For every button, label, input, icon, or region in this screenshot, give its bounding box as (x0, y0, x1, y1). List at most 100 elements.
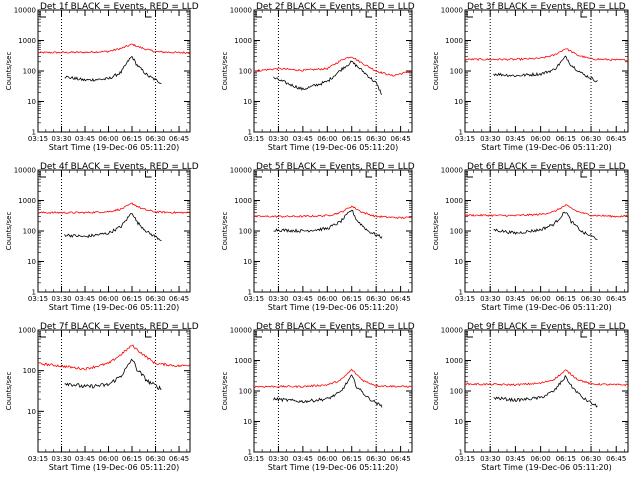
x-tick-label: 06:15 (556, 295, 576, 303)
plot-frame (464, 9, 629, 133)
plot-frame (464, 329, 629, 453)
x-tick-label: 06:45 (391, 135, 411, 143)
y-tick-label: 1 (459, 129, 463, 137)
plot-frame (37, 329, 191, 453)
panel-det-2: Det 2f BLACK = Events, RED = LLD 1 10 100 10… (221, 2, 415, 152)
x-tick-label: 06:30 (581, 135, 601, 143)
y-tick-label: 1 (248, 289, 252, 297)
x-axis-label: Start Time (19-Dec-06 05:11:20) (481, 463, 612, 472)
y-tick-label: 10 (243, 258, 252, 266)
panel-title: Det 2f BLACK = Events, RED = LLD (256, 2, 415, 12)
x-tick-label: 03:30 (480, 455, 500, 463)
corner-mark (580, 171, 588, 178)
x-tick-label: 03:45 (293, 295, 313, 303)
x-tick-label: 03:45 (75, 455, 95, 463)
y-tick-label: 1000 (18, 327, 36, 335)
y-tick-label: 10 (454, 98, 463, 106)
y-tick-label: 10 (27, 258, 36, 266)
plot-frame (37, 9, 191, 133)
y-axis-label: Counts/sec (221, 372, 229, 411)
lld-rate-trace (37, 43, 190, 55)
corner-mark (255, 11, 262, 18)
y-axis-label: Counts/sec (5, 52, 13, 91)
events-rate-trace (64, 56, 162, 84)
panel-det-1: Det 1f BLACK = Events, RED = LLD 1 10 100 10… (5, 2, 199, 152)
panel-title: Det 4f BLACK = Events, RED = LLD (40, 162, 199, 172)
x-tick-label: 06:00 (531, 295, 551, 303)
x-tick-label: 06:00 (531, 455, 551, 463)
x-tick-label: 06:15 (556, 135, 576, 143)
x-tick-label: 06:15 (122, 455, 142, 463)
x-tick-label: 03:45 (75, 135, 95, 143)
y-tick-label: 10 (243, 98, 252, 106)
corner-mark (365, 171, 373, 178)
x-tick-label: 03:30 (480, 295, 500, 303)
x-tick-label: 06:00 (98, 455, 118, 463)
y-tick-label: 1 (248, 449, 252, 457)
events-rate-trace (493, 374, 598, 408)
y-tick-label: 1 (32, 129, 36, 137)
y-tick-label: 10 (27, 408, 36, 416)
x-tick-label: 06:15 (342, 135, 362, 143)
panel-det-8: Det 8f BLACK = Events, RED = LLD 1 10 100 10… (221, 322, 415, 472)
lld-rate-trace (37, 202, 190, 215)
x-tick-label: 06:45 (169, 135, 189, 143)
x-tick-label: 06:30 (145, 295, 165, 303)
y-axis-label: Counts/sec (5, 372, 13, 411)
x-tick-label: 06:30 (581, 455, 601, 463)
y-tick-label: 1 (32, 289, 36, 297)
lld-rate-trace (253, 205, 412, 220)
y-tick-label: 100 (23, 68, 36, 76)
y-tick-label: 100 (239, 388, 252, 396)
x-tick-label: 06:15 (122, 135, 142, 143)
x-tick-label: 06:45 (391, 295, 411, 303)
x-tick-label: 06:00 (317, 135, 337, 143)
x-axis-label: Start Time (19-Dec-06 05:11:20) (481, 143, 612, 152)
lld-rate-trace (464, 369, 628, 387)
corner-mark (365, 331, 373, 338)
corner-mark (255, 331, 262, 338)
panel-title: Det 8f BLACK = Events, RED = LLD (256, 322, 415, 332)
lld-rate-trace (37, 344, 190, 371)
y-tick-label: 10000 (441, 167, 463, 175)
corner-mark (580, 11, 588, 18)
corner-mark (466, 331, 473, 338)
corner-mark (365, 11, 373, 18)
x-axis-label: Start Time (19-Dec-06 05:11:20) (268, 143, 399, 152)
lld-rate-trace (253, 56, 412, 77)
y-tick-label: 100 (23, 228, 36, 236)
x-tick-label: 03:30 (268, 295, 288, 303)
y-tick-label: 10000 (441, 327, 463, 335)
x-axis-label: Start Time (19-Dec-06 05:11:20) (268, 303, 399, 312)
y-axis-label: Counts/sec (5, 212, 13, 251)
x-axis-label: Start Time (19-Dec-06 05:11:20) (481, 303, 612, 312)
y-tick-label: 1000 (234, 197, 252, 205)
corner-mark (145, 11, 152, 18)
x-tick-label: 06:00 (317, 455, 337, 463)
y-tick-label: 10000 (14, 167, 36, 175)
x-tick-label: 06:45 (606, 135, 626, 143)
events-rate-trace (493, 55, 598, 83)
x-tick-label: 03:15 (244, 135, 264, 143)
corner-mark (466, 11, 473, 18)
y-tick-label: 1000 (445, 197, 463, 205)
x-axis-label: Start Time (19-Dec-06 05:11:20) (49, 463, 180, 472)
events-rate-trace (493, 211, 598, 241)
x-axis-label: Start Time (19-Dec-06 05:11:20) (268, 463, 399, 472)
y-tick-label: 100 (450, 228, 463, 236)
x-tick-label: 06:00 (317, 295, 337, 303)
x-tick-label: 03:30 (268, 135, 288, 143)
x-tick-label: 03:15 (244, 295, 264, 303)
corner-mark (145, 171, 152, 178)
corner-mark (145, 331, 152, 338)
x-tick-label: 06:30 (145, 135, 165, 143)
x-axis-label: Start Time (19-Dec-06 05:11:20) (49, 303, 180, 312)
x-tick-label: 06:30 (581, 295, 601, 303)
x-tick-label: 06:45 (606, 455, 626, 463)
x-tick-label: 03:15 (244, 455, 264, 463)
panel-det-4: Det 4f BLACK = Events, RED = LLD 1 10 100 10… (5, 162, 199, 312)
x-tick-label: 03:45 (505, 295, 525, 303)
y-axis-label: Counts/sec (221, 52, 229, 91)
events-rate-trace (273, 60, 383, 95)
corner-mark (39, 171, 46, 178)
